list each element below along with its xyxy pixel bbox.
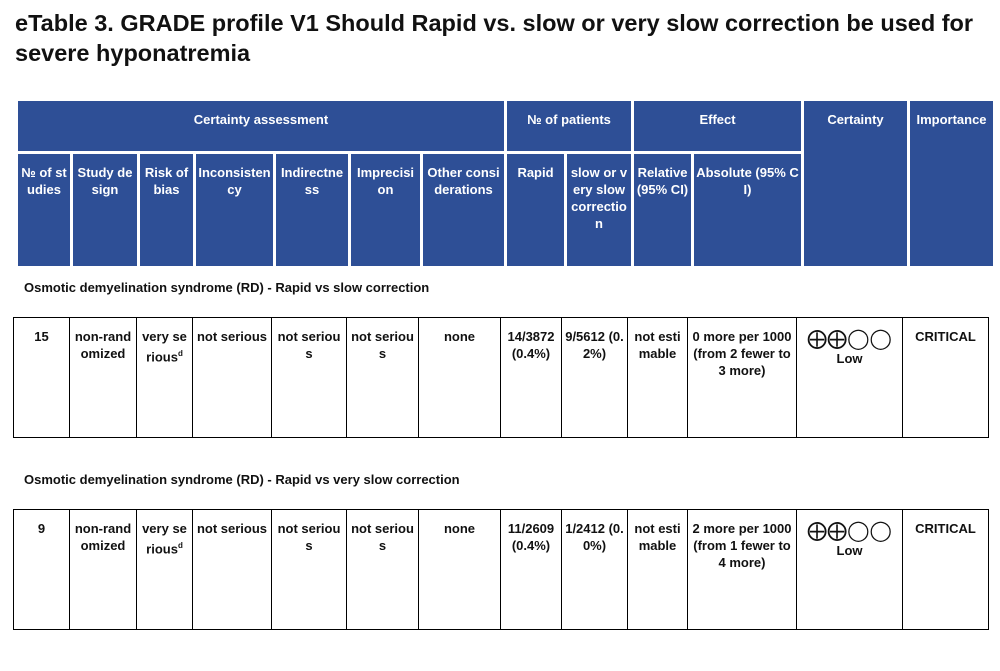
cell-other: none	[418, 317, 501, 438]
header-other-considerations: Other considerations	[423, 154, 504, 266]
cell-risk-of-bias: very seriousd	[136, 509, 193, 630]
cell-inconsistency: not serious	[192, 317, 272, 438]
cell-rapid: 14/3872 (0.4%)	[500, 317, 562, 438]
header-relative: Relative (95% CI)	[634, 154, 691, 266]
header-certainty-assessment: Certainty assessment	[18, 101, 504, 151]
section-label: Osmotic demyelination syndrome (RD) - Ra…	[24, 472, 460, 487]
cell-design: non-randomized	[69, 317, 137, 438]
cell-relative: not estimable	[627, 317, 688, 438]
cell-risk-of-bias: very seriousd	[136, 317, 193, 438]
cell-inconsistency: not serious	[192, 509, 272, 630]
cell-studies: 9	[13, 509, 70, 630]
header-inconsistency: Inconsistency	[196, 154, 273, 266]
header-imprecision: Imprecision	[351, 154, 420, 266]
header-certainty: Certainty	[804, 101, 907, 266]
cell-relative: not estimable	[627, 509, 688, 630]
data-table: 15 non-randomized very seriousd not seri…	[13, 317, 989, 438]
risk-text: very serious	[142, 521, 187, 557]
cell-certainty: ⨁⨁◯◯ Low	[796, 509, 903, 630]
table-row: 15 non-randomized very seriousd not seri…	[13, 317, 989, 438]
risk-text: very serious	[142, 329, 187, 365]
footnote-marker: d	[177, 349, 183, 358]
certainty-label: Low	[836, 351, 863, 366]
certainty-rating-icon: ⨁⨁◯◯	[807, 520, 892, 542]
header-no-of-patients: № of patients	[507, 101, 631, 151]
page-title: eTable 3. GRADE profile V1 Should Rapid …	[15, 10, 974, 66]
cell-design: non-randomized	[69, 509, 137, 630]
header-risk-of-bias: Risk of bias	[140, 154, 193, 266]
cell-studies: 15	[13, 317, 70, 438]
header-absolute: Absolute (95% CI)	[694, 154, 801, 266]
cell-slow: 1/2412 (0.0%)	[561, 509, 628, 630]
certainty-rating-icon: ⨁⨁◯◯	[807, 328, 892, 350]
cell-rapid: 11/2609 (0.4%)	[500, 509, 562, 630]
cell-indirectness: not serious	[271, 509, 347, 630]
header-indirectness: Indirectness	[276, 154, 348, 266]
header-slow: slow or very slow correction	[567, 154, 631, 266]
header-no-of-studies: № of studies	[18, 154, 70, 266]
cell-imprecision: not serious	[346, 509, 419, 630]
cell-imprecision: not serious	[346, 317, 419, 438]
cell-importance: CRITICAL	[902, 317, 989, 438]
cell-certainty: ⨁⨁◯◯ Low	[796, 317, 903, 438]
cell-other: none	[418, 509, 501, 630]
cell-slow: 9/5612 (0.2%)	[561, 317, 628, 438]
data-table: 9 non-randomized very seriousd not serio…	[13, 509, 989, 630]
header-rapid: Rapid	[507, 154, 564, 266]
cell-absolute: 0 more per 1000 (from 2 fewer to 3 more)	[687, 317, 797, 438]
section-label: Osmotic demyelination syndrome (RD) - Ra…	[24, 280, 430, 295]
cell-importance: CRITICAL	[902, 509, 989, 630]
table-header: Certainty assessment № of patients Effec…	[18, 101, 993, 269]
footnote-marker: d	[177, 541, 183, 550]
cell-absolute: 2 more per 1000 (from 1 fewer to 4 more)	[687, 509, 797, 630]
cell-indirectness: not serious	[271, 317, 347, 438]
table-row: 9 non-randomized very seriousd not serio…	[13, 509, 989, 630]
header-importance: Importance	[910, 101, 993, 266]
header-study-design: Study design	[73, 154, 137, 266]
header-effect: Effect	[634, 101, 801, 151]
certainty-label: Low	[836, 543, 863, 558]
